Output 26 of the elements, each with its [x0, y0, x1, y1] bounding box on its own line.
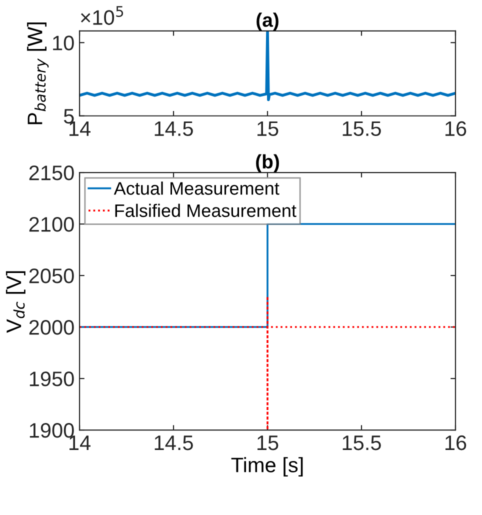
y-tick-label: 5	[64, 109, 74, 124]
x-tick-label: 14.5	[154, 436, 193, 450]
x-tick-label: 15	[258, 122, 278, 136]
y-tick-label: 2050	[29, 268, 74, 284]
y-axis-title: V$_{dc}$ [V]	[6, 271, 26, 333]
legend-label: Actual Measurement	[114, 182, 280, 195]
y-tick-label: 1950	[30, 372, 74, 386]
y-tick-label: 10	[53, 36, 74, 50]
y-tick-label: 2000	[29, 320, 74, 335]
x-tick-label: 16	[445, 435, 466, 450]
y-tick-label: 1900	[30, 423, 74, 438]
legend-label: Falsified Measurement	[115, 204, 296, 218]
x-tick-label: 15.5	[342, 122, 381, 136]
x-tick-label: 14	[70, 436, 91, 450]
chart-title: (b)	[256, 154, 279, 172]
y-tick-label: 2100	[29, 217, 74, 232]
y-axis-title: P$_{battery}$ [W]	[27, 22, 49, 124]
x-axis-title: Time [s]	[231, 457, 303, 477]
x-tick-label: 16	[445, 121, 466, 136]
text: ×10$^{5}$	[80, 6, 124, 25]
chart-title: (a)	[256, 12, 278, 31]
x-tick-label: 14.5	[154, 122, 193, 136]
x-tick-label: 15	[258, 436, 278, 450]
x-tick-label: 15.5	[342, 436, 381, 450]
x-tick-label: 14	[70, 122, 91, 136]
y-tick-label: 2150	[29, 166, 74, 180]
